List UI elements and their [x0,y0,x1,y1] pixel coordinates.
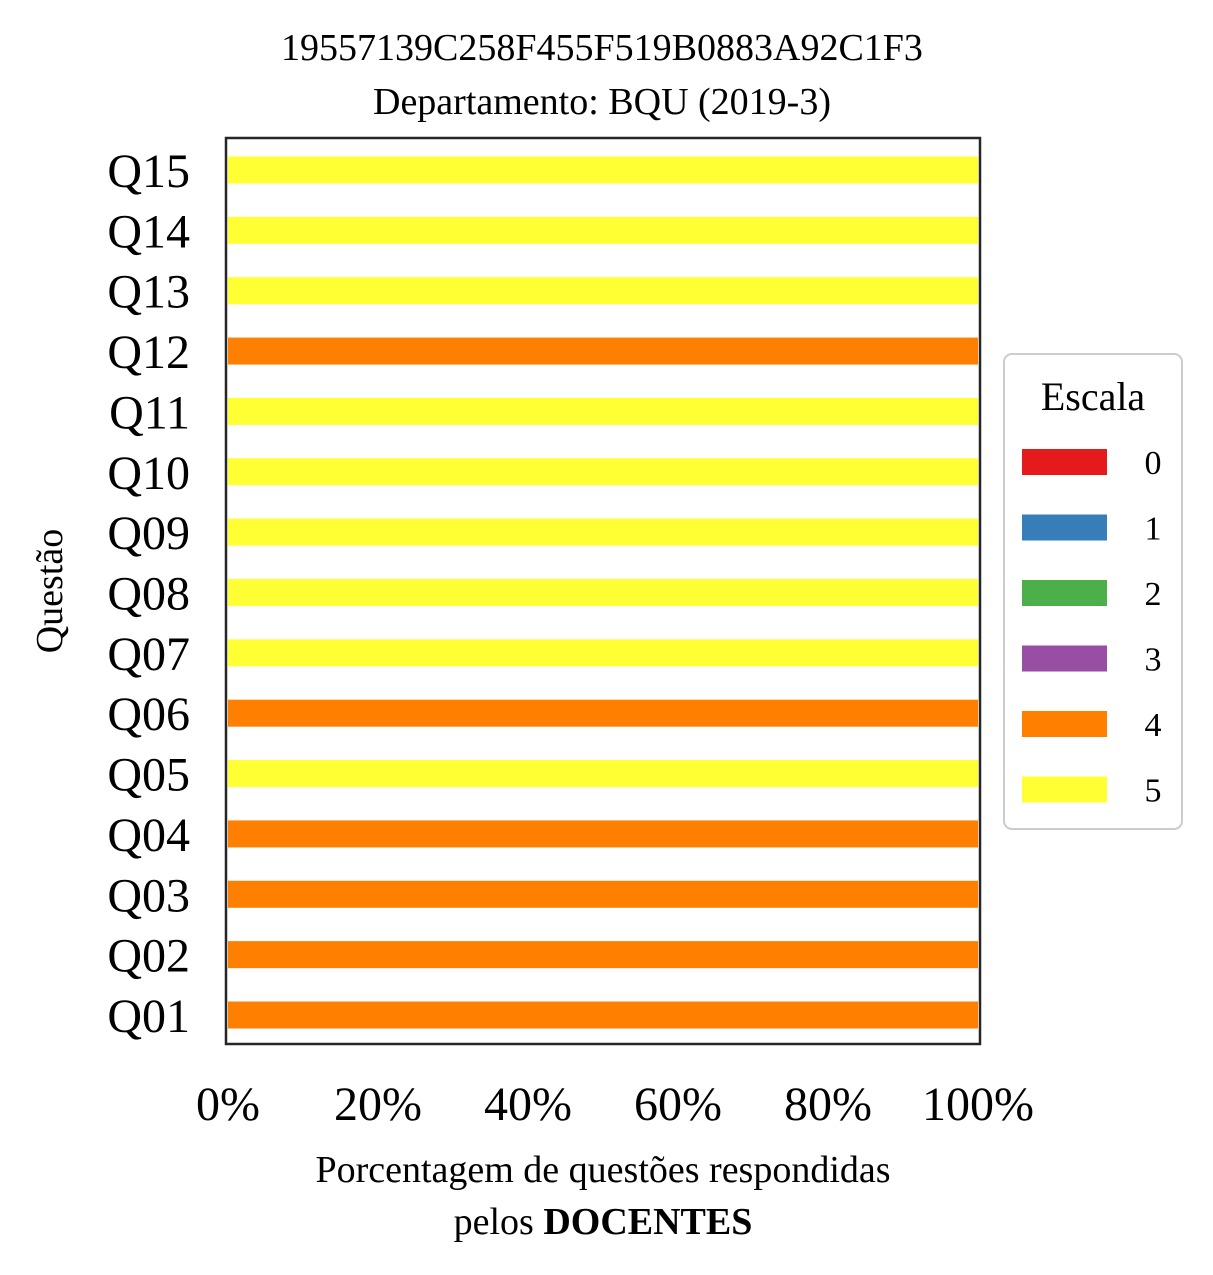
bar-q15-escala-5 [228,156,978,184]
x-axis-label-bold-part: DOCENTES [543,1201,752,1243]
x-axis-label-plain-part: pelos [454,1201,544,1243]
legend-swatch-4 [1022,711,1107,737]
bars-group [228,156,978,1029]
legend-swatch-1 [1022,514,1107,541]
y-tick-label-q13: Q13 [107,266,190,319]
chart-title: 19557139C258F455F519B0883A92C1F3 Departa… [281,27,923,123]
y-tick-label-q11: Q11 [109,386,190,439]
legend: Escala 0 1 2 3 4 5 [1003,353,1183,830]
chart-title-line-2: Departamento: BQU (2019-3) [373,81,831,123]
bar-q12-escala-4 [228,337,978,365]
bar-q03-escala-4 [228,880,978,908]
y-tick-labels: Q01 Q02 Q03 Q04 Q05 Q06 Q07 Q08 Q09 Q10 Q11 Q12 Q13 Q… [107,145,190,1043]
y-tick-label-q04: Q04 [107,809,190,862]
legend-label-0: 0 [1145,445,1162,482]
x-tick-label-40: 40% [484,1078,572,1131]
x-tick-label-20: 20% [334,1078,422,1131]
legend-label-1: 1 [1145,511,1162,548]
y-tick-label-q06: Q06 [107,688,190,741]
bar-q10-escala-5 [228,458,978,486]
x-tick-label-80: 80% [784,1078,872,1131]
legend-swatch-3 [1022,645,1107,672]
y-tick-label-q07: Q07 [107,628,190,681]
x-tick-label-100: 100% [922,1078,1034,1131]
x-axis-label-line-2: pelos DOCENTES [454,1201,753,1243]
legend-swatch-2 [1022,580,1107,606]
legend-swatch-5 [1022,776,1107,803]
x-axis-label-line-1: Porcentagem de questões respondidas [315,1149,890,1191]
y-tick-label-q14: Q14 [107,205,190,258]
bar-q08-escala-5 [228,579,978,606]
bar-q09-escala-5 [228,518,978,546]
legend-label-2: 2 [1145,576,1162,613]
y-tick-label-q08: Q08 [107,568,190,621]
legend-swatch-0 [1022,449,1107,475]
y-tick-label-q03: Q03 [107,869,190,922]
legend-label-4: 4 [1145,707,1162,744]
legend-items: 0 1 2 3 4 5 [1022,445,1162,810]
plot-frame [224,136,982,1046]
y-tick-label-q05: Q05 [107,749,190,802]
bar-q13-escala-5 [228,277,978,305]
legend-label-3: 3 [1145,642,1162,679]
legend-title: Escala [1041,374,1146,419]
y-tick-label-q01: Q01 [107,990,190,1043]
legend-label-5: 5 [1145,773,1162,810]
y-tick-label-q02: Q02 [107,930,190,983]
bar-q01-escala-4 [228,1001,978,1029]
bar-q04-escala-4 [228,820,978,848]
bar-q11-escala-5 [228,397,978,425]
y-tick-label-q12: Q12 [107,326,190,379]
chart-title-line-1: 19557139C258F455F519B0883A92C1F3 [281,27,923,69]
bar-q07-escala-5 [228,639,978,667]
y-tick-label-q09: Q09 [107,507,190,560]
bar-q14-escala-5 [228,216,978,244]
bar-q05-escala-5 [228,760,978,788]
x-tick-label-60: 60% [634,1078,722,1131]
x-tick-label-0: 0% [196,1078,260,1131]
x-tick-labels: 0% 20% 40% 60% 80% 100% [196,1078,1034,1131]
y-tick-label-q10: Q10 [107,447,190,500]
bar-q06-escala-4 [228,699,978,727]
y-axis-label: Questão [29,529,71,654]
bar-q02-escala-4 [228,941,978,969]
y-tick-label-q15: Q15 [107,145,190,198]
